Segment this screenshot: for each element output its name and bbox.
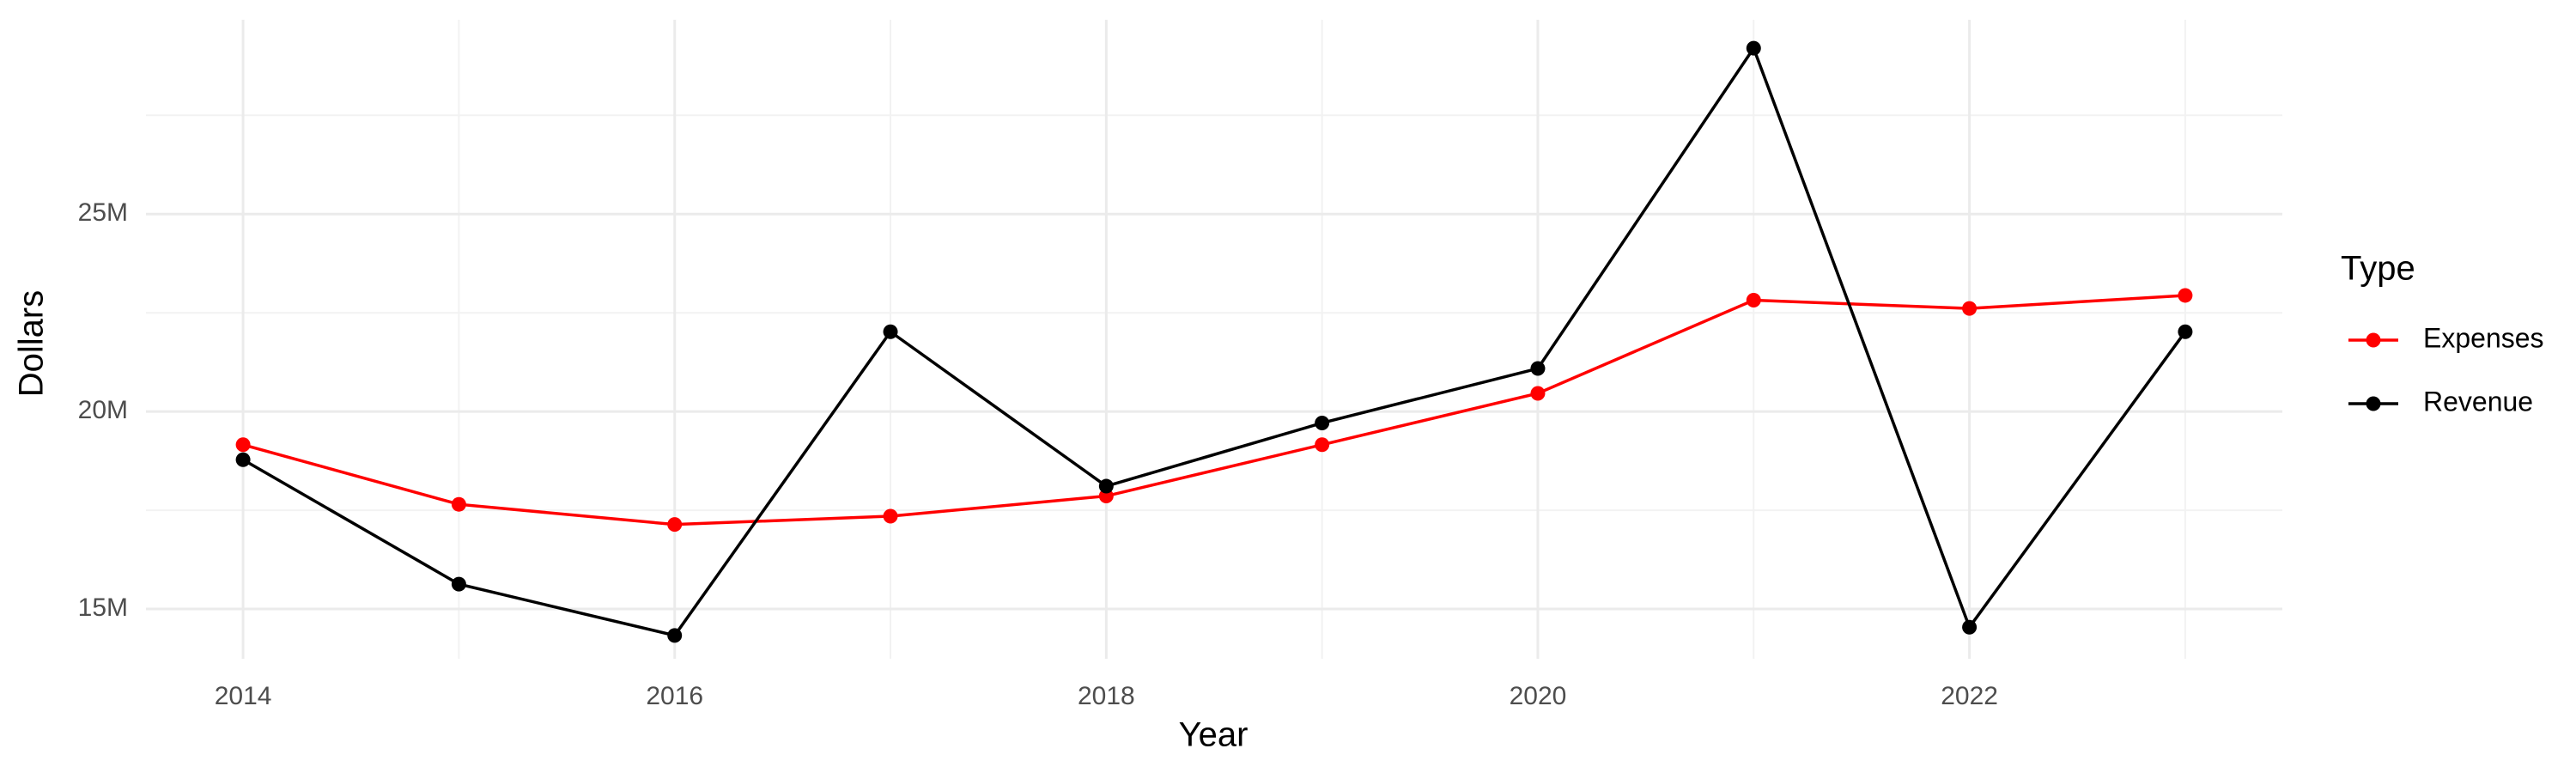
data-point xyxy=(1315,415,1330,430)
data-point xyxy=(235,437,251,453)
data-point xyxy=(667,628,683,643)
x-tick-label: 2014 xyxy=(215,682,272,710)
data-point xyxy=(883,508,898,524)
data-point xyxy=(2178,324,2193,339)
data-point xyxy=(451,496,466,512)
y-tick-label: 25M xyxy=(78,198,128,227)
x-tick-label: 2018 xyxy=(1078,682,1135,710)
data-point xyxy=(1746,40,1761,56)
data-point xyxy=(1746,292,1761,307)
data-point xyxy=(1530,386,1546,401)
data-point xyxy=(235,452,251,467)
data-point xyxy=(1962,619,1978,635)
data-point xyxy=(667,517,683,533)
x-axis-title: Year xyxy=(1179,716,1249,754)
x-tick-label: 2022 xyxy=(1941,682,1998,710)
legend-title: Type xyxy=(2341,250,2415,288)
data-point xyxy=(883,324,898,339)
data-point xyxy=(1530,361,1546,376)
x-tick-label: 2016 xyxy=(646,682,703,710)
data-point xyxy=(2178,288,2193,303)
legend-marker xyxy=(2366,396,2381,411)
series-line xyxy=(242,45,2187,637)
x-tick-label: 2020 xyxy=(1510,682,1567,710)
data-point xyxy=(1315,437,1330,453)
legend-label: Revenue xyxy=(2423,386,2533,417)
data-point xyxy=(451,576,466,592)
y-tick-label: 20M xyxy=(78,396,128,424)
series-line xyxy=(242,294,2186,526)
data-point xyxy=(1098,478,1114,494)
legend-label: Expenses xyxy=(2423,322,2544,353)
y-tick-label: 15M xyxy=(78,593,128,622)
legend-marker xyxy=(2366,332,2381,348)
data-point xyxy=(1962,301,1978,316)
y-axis-title: Dollars xyxy=(13,290,51,397)
